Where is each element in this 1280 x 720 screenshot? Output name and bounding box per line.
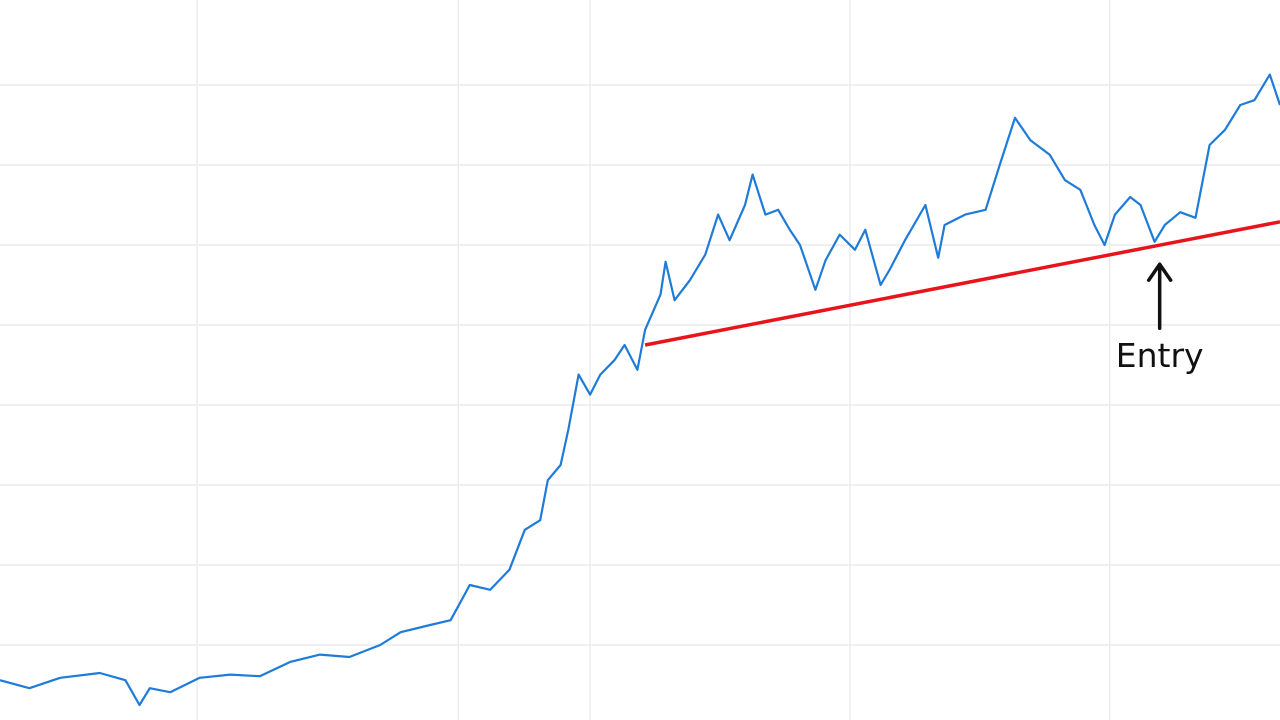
price-line [0, 73, 1280, 707]
annotation-label: Entry [1116, 336, 1204, 375]
entry-arrow [1146, 262, 1173, 330]
trendline [644, 220, 1280, 347]
